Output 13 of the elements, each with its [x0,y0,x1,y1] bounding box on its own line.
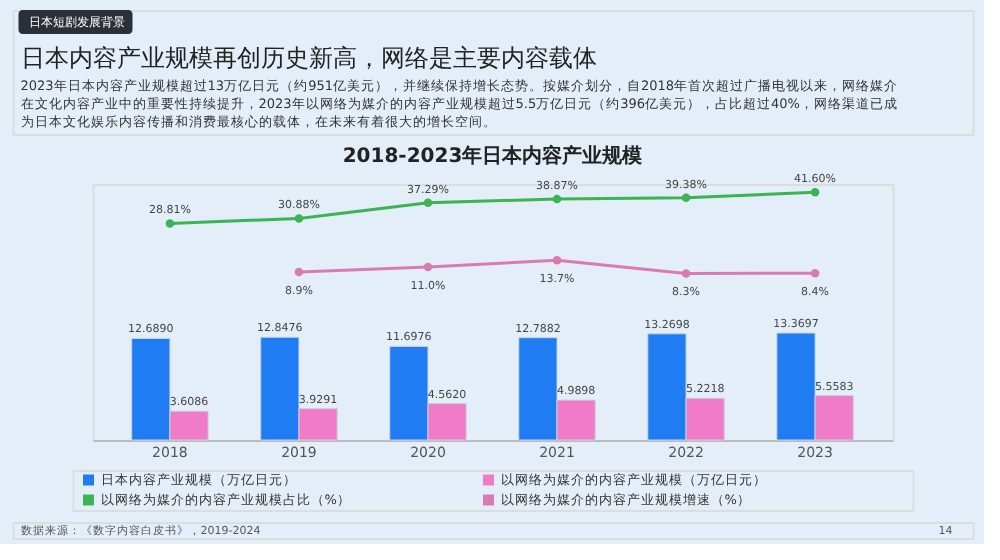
point [810,269,820,278]
point [552,256,562,265]
text: 日本内容产业规模再创历史新高，网络是主要内容载体 [20,44,597,72]
point [681,269,691,278]
point [423,262,433,272]
point [681,193,691,202]
point [810,188,820,197]
point [552,194,562,204]
chart-title: 2018-2023年日本内容产业规模 [342,144,645,169]
point [294,267,304,277]
point [165,219,175,228]
point [423,198,433,208]
point [294,214,304,223]
